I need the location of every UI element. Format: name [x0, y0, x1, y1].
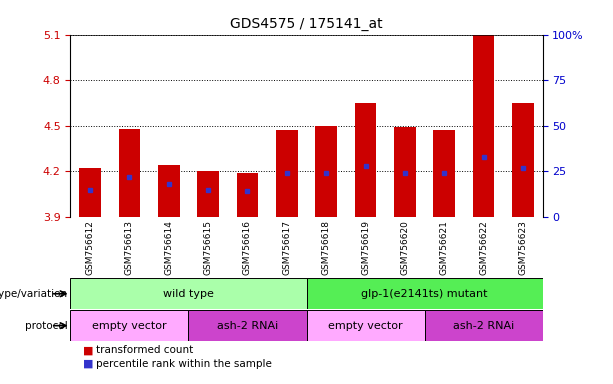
Bar: [306, 310, 424, 341]
Text: ash-2 RNAi: ash-2 RNAi: [217, 321, 278, 331]
Bar: [237, 173, 258, 217]
Bar: [512, 103, 534, 217]
Text: GSM756619: GSM756619: [361, 220, 370, 275]
Text: GSM756613: GSM756613: [125, 220, 134, 275]
Text: genotype/variation: genotype/variation: [0, 289, 67, 299]
Text: GSM756621: GSM756621: [440, 220, 449, 275]
Text: glp-1(e2141ts) mutant: glp-1(e2141ts) mutant: [361, 289, 488, 299]
Text: GSM756620: GSM756620: [400, 220, 409, 275]
Text: GSM756612: GSM756612: [86, 220, 94, 275]
Text: GSM756615: GSM756615: [204, 220, 213, 275]
Text: GSM756618: GSM756618: [322, 220, 330, 275]
Bar: [158, 165, 180, 217]
Text: empty vector: empty vector: [328, 321, 403, 331]
Bar: [355, 103, 376, 217]
Text: transformed count: transformed count: [96, 345, 194, 355]
Bar: [70, 310, 189, 341]
Bar: [394, 127, 416, 217]
Bar: [473, 35, 494, 217]
Text: ash-2 RNAi: ash-2 RNAi: [453, 321, 514, 331]
Bar: [70, 278, 306, 309]
Text: GSM756622: GSM756622: [479, 220, 488, 275]
Bar: [306, 278, 543, 309]
Text: ■: ■: [83, 345, 93, 355]
Text: GSM756623: GSM756623: [519, 220, 527, 275]
Text: GSM756617: GSM756617: [283, 220, 291, 275]
Bar: [197, 171, 219, 217]
Bar: [276, 130, 298, 217]
Text: wild type: wild type: [163, 289, 214, 299]
Text: protocol: protocol: [25, 321, 67, 331]
Text: GSM756614: GSM756614: [164, 220, 173, 275]
Text: empty vector: empty vector: [92, 321, 167, 331]
Bar: [79, 168, 101, 217]
Bar: [119, 129, 140, 217]
Text: percentile rank within the sample: percentile rank within the sample: [96, 359, 272, 369]
Bar: [189, 310, 306, 341]
Bar: [433, 130, 455, 217]
Bar: [424, 310, 543, 341]
Bar: [315, 126, 337, 217]
Text: GSM756616: GSM756616: [243, 220, 252, 275]
Text: ■: ■: [83, 359, 93, 369]
Title: GDS4575 / 175141_at: GDS4575 / 175141_at: [230, 17, 383, 31]
